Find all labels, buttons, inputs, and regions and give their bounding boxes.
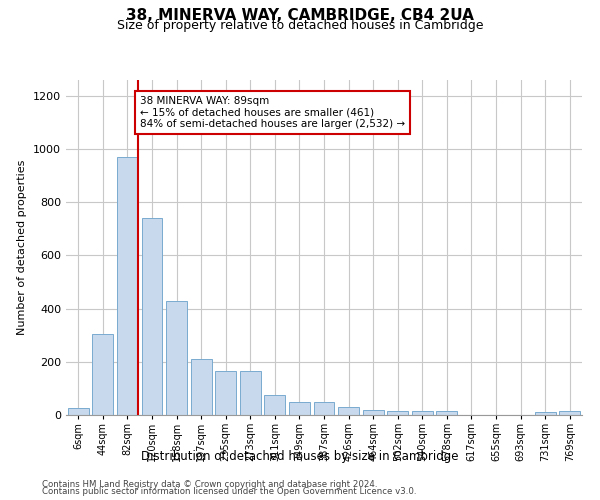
Bar	[166, 300, 187, 415]
Bar	[240, 371, 261, 415]
Bar	[92, 334, 113, 415]
Bar	[338, 407, 359, 415]
Bar	[559, 411, 580, 415]
Bar	[412, 411, 433, 415]
Bar	[535, 412, 556, 415]
Bar	[265, 395, 286, 415]
Bar	[362, 410, 383, 415]
Bar	[314, 402, 334, 415]
Bar	[117, 157, 138, 415]
Text: Contains public sector information licensed under the Open Government Licence v3: Contains public sector information licen…	[42, 488, 416, 496]
Text: Contains HM Land Registry data © Crown copyright and database right 2024.: Contains HM Land Registry data © Crown c…	[42, 480, 377, 489]
Text: Size of property relative to detached houses in Cambridge: Size of property relative to detached ho…	[117, 19, 483, 32]
Bar	[436, 411, 457, 415]
Bar	[68, 408, 89, 415]
Text: 38 MINERVA WAY: 89sqm
← 15% of detached houses are smaller (461)
84% of semi-det: 38 MINERVA WAY: 89sqm ← 15% of detached …	[140, 96, 405, 129]
Y-axis label: Number of detached properties: Number of detached properties	[17, 160, 28, 335]
Bar	[142, 218, 163, 415]
Text: 38, MINERVA WAY, CAMBRIDGE, CB4 2UA: 38, MINERVA WAY, CAMBRIDGE, CB4 2UA	[126, 8, 474, 22]
Bar	[387, 411, 408, 415]
Text: Distribution of detached houses by size in Cambridge: Distribution of detached houses by size …	[141, 450, 459, 463]
Bar	[289, 402, 310, 415]
Bar	[191, 359, 212, 415]
Bar	[215, 371, 236, 415]
